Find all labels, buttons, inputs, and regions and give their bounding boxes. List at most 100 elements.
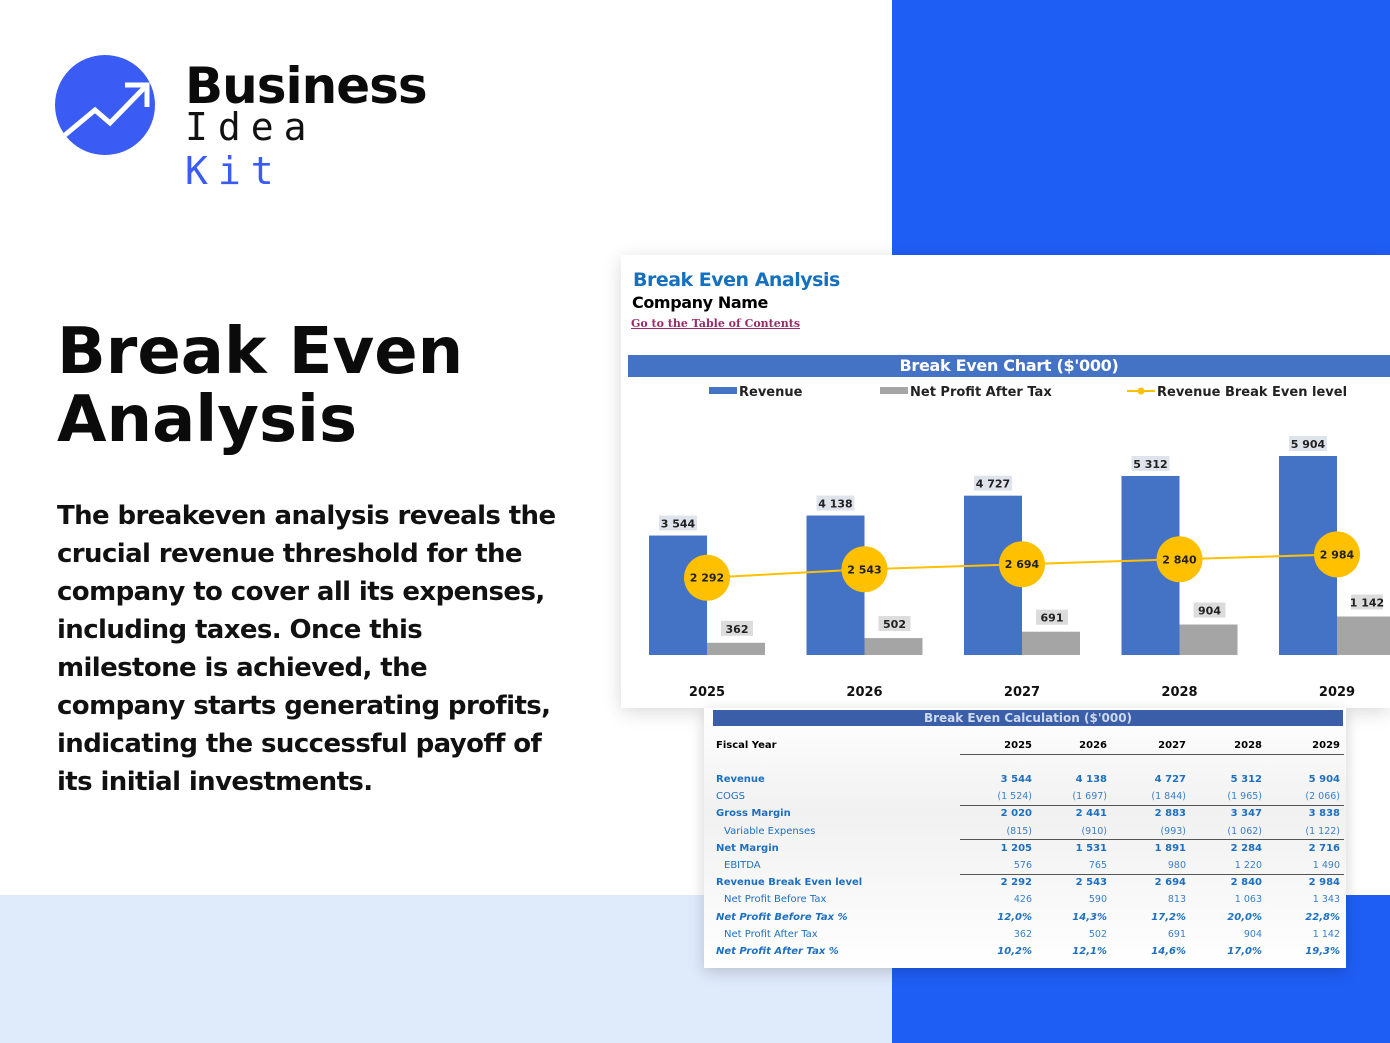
table-cell: 2 543 <box>1075 877 1107 889</box>
break-even-data-label: 2 840 <box>1162 553 1197 566</box>
table-cell: 2 292 <box>1000 877 1032 889</box>
table-cell: 4 138 <box>1075 774 1107 785</box>
table-cell: 2 020 <box>1000 808 1032 820</box>
table-cell: 3 544 <box>1000 774 1032 785</box>
sheet-title: Break Even Analysis <box>633 269 840 291</box>
table-cell: (1 122) <box>1305 825 1340 837</box>
x-tick-label: 2026 <box>846 685 882 700</box>
profit-data-label: 362 <box>726 623 749 636</box>
revenue-label-bg <box>816 495 855 511</box>
brand-name-line1: Business <box>185 57 428 115</box>
brand-name-line2: Idea Kit <box>185 105 317 193</box>
table-cell: 19,3% <box>1305 946 1340 957</box>
row-label: Net Profit After Tax <box>724 928 818 940</box>
table-cell: (815) <box>1006 825 1032 837</box>
table-cell: 5 312 <box>1230 774 1262 785</box>
table-cell: 362 <box>1013 928 1032 940</box>
revenue-label-bg <box>1131 455 1170 471</box>
year-header: 2028 <box>1234 740 1262 751</box>
table-cell: (1 965) <box>1227 791 1262 803</box>
profit-bar <box>707 642 765 655</box>
table-cell: 1 343 <box>1312 894 1340 906</box>
table-cell: 2 284 <box>1230 842 1262 854</box>
profit-bar <box>1022 631 1080 655</box>
blue-background-block <box>892 0 1390 255</box>
profit-bar <box>1179 624 1238 655</box>
profit-label-bg <box>1036 609 1068 625</box>
table-cell: 12,0% <box>997 911 1032 923</box>
company-name: Company Name <box>632 293 768 312</box>
row-label: Net Profit After Tax % <box>716 946 839 957</box>
legend-marker <box>1137 387 1145 395</box>
profit-label-bg <box>1351 594 1383 610</box>
toc-link[interactable]: Go to the Table of Contents <box>631 317 801 330</box>
profit-data-label: 1 142 <box>1350 597 1384 610</box>
break-even-point <box>1156 536 1203 583</box>
table-cell: 691 <box>1167 928 1186 940</box>
table-cell: 904 <box>1243 928 1262 940</box>
profit-label-bg <box>1193 602 1226 618</box>
table-cell: 4 727 <box>1154 774 1186 785</box>
row-label: Net Profit Before Tax <box>724 894 827 906</box>
year-header: 2026 <box>1079 740 1107 751</box>
table-cell: (910) <box>1081 825 1107 837</box>
revenue-data-label: 4 138 <box>818 498 852 511</box>
table-cell: 813 <box>1167 894 1186 906</box>
profit-label-bg <box>878 616 911 632</box>
table-cell: 2 883 <box>1154 808 1186 820</box>
brand-logo: Business Idea Kit <box>55 55 435 193</box>
table-cell: 2 694 <box>1154 877 1186 889</box>
break-even-point <box>999 541 1045 588</box>
table-cell: 590 <box>1088 894 1107 906</box>
legend-label: Revenue <box>739 385 803 400</box>
table-cell: 2 840 <box>1230 877 1262 889</box>
row-label: COGS <box>716 791 745 803</box>
break-even-point <box>684 554 730 601</box>
table-cell: 14,6% <box>1151 946 1186 957</box>
hero-title: Break Even Analysis <box>57 315 464 457</box>
table-cell: (2 066) <box>1305 791 1340 803</box>
table-cell: 1 531 <box>1075 842 1107 854</box>
fiscal-year-header: Fiscal Year <box>716 740 777 751</box>
divider <box>960 805 1344 806</box>
row-label: Net Profit Before Tax % <box>716 911 848 923</box>
calculation-table: Break Even Calculation ($'000) Fiscal Ye… <box>704 708 1346 968</box>
table-cell: 502 <box>1088 928 1107 940</box>
divider <box>960 874 1344 875</box>
table-cell: 5 904 <box>1308 774 1340 785</box>
break-even-data-label: 2 543 <box>847 563 881 576</box>
row-label: Net Margin <box>716 842 779 854</box>
table-cell: 765 <box>1088 860 1107 871</box>
hero-description: The breakeven analysis reveals the cruci… <box>57 501 556 797</box>
x-tick-label: 2025 <box>689 685 725 700</box>
profit-label-bg <box>721 620 753 636</box>
year-header: 2029 <box>1312 740 1340 751</box>
chart-title: Break Even Chart ($'000) <box>628 355 1390 377</box>
table-cell: 1 142 <box>1312 928 1340 940</box>
table-cell: (1 062) <box>1227 825 1262 837</box>
table-cell: 980 <box>1167 860 1186 871</box>
table-cell: 22,8% <box>1305 911 1340 923</box>
table-cell: 1 220 <box>1234 860 1262 871</box>
row-label: EBITDA <box>724 860 761 871</box>
break-even-point <box>1314 531 1360 578</box>
chart-card: Break Even Analysis Company Name Go to t… <box>621 255 1390 708</box>
revenue-label-bg <box>659 515 697 531</box>
divider <box>960 754 1344 755</box>
table-cell: 10,2% <box>997 946 1032 957</box>
x-tick-label: 2029 <box>1319 685 1355 700</box>
table-cell: 3 347 <box>1230 808 1262 820</box>
table-cell: 17,2% <box>1151 911 1186 923</box>
break-even-chart: Revenue Net Profit After Tax Revenue Break… <box>649 385 1390 700</box>
row-label: Revenue Break Even level <box>716 877 863 889</box>
year-header: 2027 <box>1158 740 1186 751</box>
table-title: Break Even Calculation ($'000) <box>713 710 1343 726</box>
break-even-point <box>841 546 888 593</box>
profit-data-label: 904 <box>1198 605 1221 618</box>
table-cell: (1 844) <box>1151 791 1186 803</box>
table-cell: (1 524) <box>997 791 1032 803</box>
row-label: Revenue <box>716 774 765 785</box>
table-cell: 1 205 <box>1000 842 1032 854</box>
table-cell: (993) <box>1160 825 1186 837</box>
revenue-data-label: 3 544 <box>661 518 696 531</box>
